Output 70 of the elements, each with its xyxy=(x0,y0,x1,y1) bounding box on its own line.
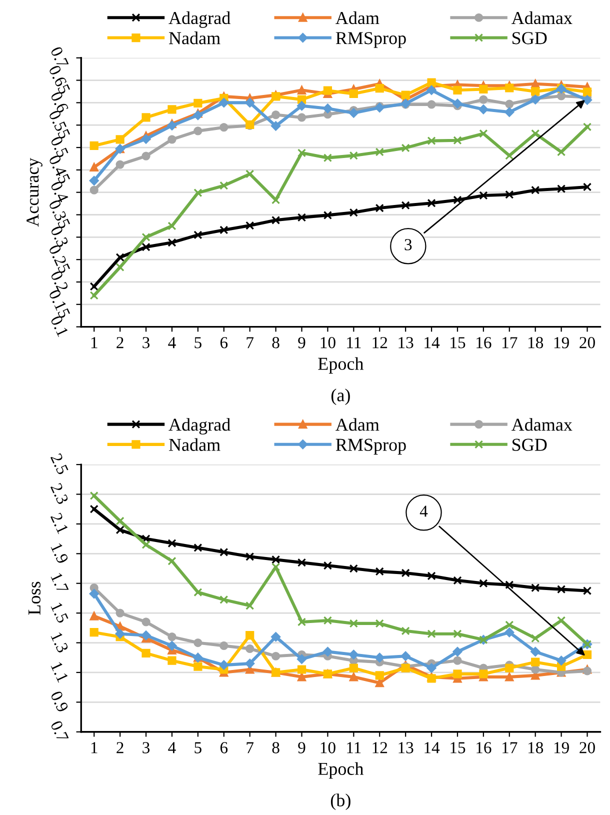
legend-label: Adamax xyxy=(511,11,572,24)
x-tick-label: 12 xyxy=(372,742,388,754)
x-axis-title: Epoch xyxy=(318,357,364,374)
x-tick-label: 1 xyxy=(91,742,98,754)
x-tick-label: 2 xyxy=(116,337,124,348)
legend-label: RMSprop xyxy=(336,32,406,48)
x-tick-label: 7 xyxy=(246,742,254,754)
x-tick-label: 16 xyxy=(476,337,492,348)
x-tick-label: 6 xyxy=(220,337,228,348)
y-tick-label: 2.1 xyxy=(50,512,69,534)
text: (b) xyxy=(330,794,350,810)
y-tick-label: 1.5 xyxy=(50,602,69,624)
y-tick-label: 2.3 xyxy=(50,482,69,505)
x-axis-title: Epoch xyxy=(318,762,364,779)
x-tick-label: 12 xyxy=(372,337,388,348)
y-tick-label: 0.9 xyxy=(50,690,69,713)
x-tick-label: 15 xyxy=(450,742,466,754)
x-tick-label: 19 xyxy=(554,742,569,754)
y-tick-label: 2.5 xyxy=(50,452,69,476)
x-tick-label: 9 xyxy=(298,742,306,754)
legend-label: SGD xyxy=(512,438,547,451)
x-tick-label: 17 xyxy=(502,337,518,348)
x-tick-label: 10 xyxy=(320,337,336,348)
x-tick-label: 8 xyxy=(272,742,280,754)
legend-label: RMSprop xyxy=(336,438,406,455)
x-tick-label: 20 xyxy=(580,337,595,348)
x-tick-label: 5 xyxy=(194,742,202,754)
legend-label: Nadam xyxy=(168,438,220,451)
legend-label: Nadam xyxy=(168,32,220,44)
y-axis-title: Loss xyxy=(28,582,41,615)
x-tick-label: 19 xyxy=(554,337,569,348)
x-tick-label: 4 xyxy=(168,742,176,754)
legend-label: Adamax xyxy=(511,418,572,431)
x-tick-label: 3 xyxy=(142,742,150,754)
annotation: 4 xyxy=(420,506,428,517)
x-tick-label: 1 xyxy=(91,337,98,348)
y-tick-label: 1.1 xyxy=(50,661,69,683)
y-tick-label: 1.9 xyxy=(50,542,69,564)
x-tick-label: 4 xyxy=(168,337,176,348)
annotation: 3 xyxy=(404,239,412,250)
x-tick-label: 20 xyxy=(580,742,595,754)
y-tick-label: 0.7 xyxy=(50,720,69,743)
legend-label: SGD xyxy=(512,32,547,44)
x-tick-label: 14 xyxy=(424,337,440,348)
text: (a) xyxy=(331,388,350,405)
legend-label: Adam xyxy=(336,418,380,431)
x-tick-label: 13 xyxy=(398,337,414,348)
legend-label: Adagrad xyxy=(168,11,230,28)
x-tick-label: 7 xyxy=(246,337,254,348)
x-tick-label: 11 xyxy=(347,337,361,348)
y-tick-label: 1.3 xyxy=(50,632,69,654)
x-tick-label: 3 xyxy=(142,337,150,348)
x-tick-label: 16 xyxy=(476,742,492,754)
x-tick-label: 17 xyxy=(502,742,518,754)
x-tick-label: 11 xyxy=(347,742,361,754)
legend-label: Adagrad xyxy=(168,418,230,435)
x-tick-label: 9 xyxy=(298,337,306,348)
x-tick-label: 2 xyxy=(116,742,124,754)
x-tick-label: 15 xyxy=(450,337,466,348)
x-tick-label: 8 xyxy=(272,337,280,348)
x-tick-label: 13 xyxy=(398,742,414,754)
x-tick-label: 14 xyxy=(424,742,440,754)
x-tick-label: 5 xyxy=(194,337,202,348)
x-tick-label: 18 xyxy=(528,337,544,348)
y-tick-label: 1.7 xyxy=(50,572,69,594)
x-tick-label: 10 xyxy=(320,742,336,754)
y-axis-title: Accuracy xyxy=(26,158,42,227)
x-tick-label: 6 xyxy=(220,742,228,754)
legend-label: Adam xyxy=(336,11,380,24)
x-tick-label: 18 xyxy=(528,742,544,754)
